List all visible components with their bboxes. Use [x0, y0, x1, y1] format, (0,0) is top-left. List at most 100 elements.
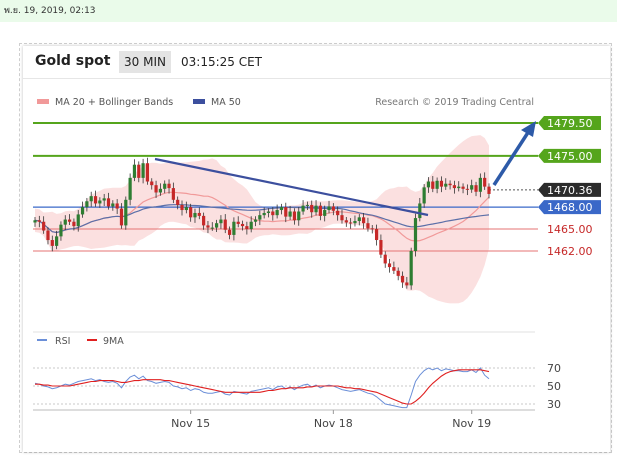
x-tick-label: Nov 18 [314, 417, 353, 430]
candle [266, 208, 271, 218]
x-tick-label: Nov 15 [171, 417, 210, 430]
candle [336, 206, 340, 221]
timeframe-badge[interactable]: 30 MIN [119, 51, 171, 73]
candle [288, 206, 292, 220]
candle [297, 207, 301, 226]
projection-arrow [492, 121, 536, 186]
candle [72, 218, 76, 231]
candle [145, 157, 150, 185]
rsi-line [34, 367, 490, 409]
candle [150, 178, 154, 190]
candle [236, 216, 240, 228]
candle [271, 207, 275, 221]
price-label-resistance: 1479.50 [538, 116, 601, 130]
rsi-tick-label: 70 [547, 362, 561, 375]
candle [253, 216, 258, 227]
price-label-text: 1470.36 [547, 184, 593, 197]
chart-title: Gold spot [35, 53, 111, 69]
candle [202, 212, 206, 230]
candle [184, 201, 188, 214]
candle [93, 190, 98, 207]
rsi-ma-line [35, 369, 490, 405]
bollinger-legend-label: MA 20 + Bollinger Bands [55, 97, 173, 108]
candle [439, 176, 444, 193]
candle [470, 179, 474, 193]
candle [483, 172, 487, 190]
candle [176, 196, 180, 210]
candle [154, 180, 158, 198]
candle [344, 216, 348, 227]
candle [193, 208, 197, 223]
candle [331, 203, 335, 216]
candle [314, 200, 318, 216]
candle [409, 247, 413, 290]
candle [400, 271, 405, 288]
candle [357, 214, 361, 226]
candle [50, 235, 54, 252]
candle [111, 200, 115, 211]
candle [132, 159, 137, 182]
price-label-pivot: 1468.00 [538, 200, 601, 215]
candle [340, 209, 344, 224]
candle [444, 178, 448, 190]
rsi-tick-label: 50 [547, 380, 561, 393]
candle [275, 204, 279, 219]
chart-card: Gold spot 30 MIN 03:15:25 CET MA 20 + Bo… [23, 46, 610, 452]
candle [413, 213, 418, 257]
candle [158, 183, 162, 196]
candle [210, 222, 214, 231]
price-label-text: 1479.50 [547, 117, 593, 130]
price-label-text: 1462.00 [547, 245, 593, 258]
candle [102, 193, 106, 207]
candle [301, 200, 305, 215]
candle [206, 221, 210, 234]
price-label-support: 1465.00 [547, 223, 593, 236]
candle [279, 203, 284, 215]
price-chart: MA 20 + Bollinger Bands MA 50 Research ©… [33, 97, 601, 430]
candle [245, 221, 249, 235]
candle [370, 225, 374, 234]
candle [366, 217, 370, 232]
candle [448, 180, 452, 190]
candle [167, 179, 171, 194]
candle [374, 224, 379, 246]
price-label-text: 1465.00 [547, 223, 593, 236]
candle [349, 218, 353, 229]
candle [223, 214, 227, 234]
ma50-legend-label: MA 50 [211, 97, 241, 108]
candle [80, 201, 85, 218]
chart-frame [19, 43, 612, 453]
candle [258, 210, 262, 226]
candle [115, 199, 119, 215]
candle [240, 220, 245, 231]
price-label-resistance: 1475.00 [538, 148, 601, 163]
bollinger-band [35, 135, 489, 304]
candle [292, 208, 297, 225]
candle [137, 161, 141, 183]
candle [284, 202, 288, 223]
candle [63, 215, 67, 231]
candle [249, 216, 253, 233]
candle [305, 201, 309, 211]
price-label-current: 1470.36 [538, 182, 601, 197]
candle [37, 215, 41, 228]
candle [119, 203, 124, 229]
candle [89, 191, 93, 207]
ma50-line [34, 204, 490, 234]
price-label-text: 1468.00 [547, 201, 593, 214]
candle [76, 210, 80, 232]
candle [387, 259, 392, 273]
candle [262, 207, 266, 219]
chart-header: Gold spot 30 MIN 03:15:25 CET [23, 46, 610, 79]
candle [85, 197, 89, 212]
candle [227, 226, 232, 240]
ma50-legend-swatch [193, 99, 205, 104]
candle [197, 207, 201, 220]
candle [379, 234, 383, 258]
chart-time: 03:15:25 CET [181, 55, 262, 69]
candle [452, 180, 457, 194]
rsi-legend: RSI 9MA [37, 336, 124, 347]
candle [33, 216, 37, 227]
candle [383, 251, 387, 268]
candle [128, 173, 132, 206]
